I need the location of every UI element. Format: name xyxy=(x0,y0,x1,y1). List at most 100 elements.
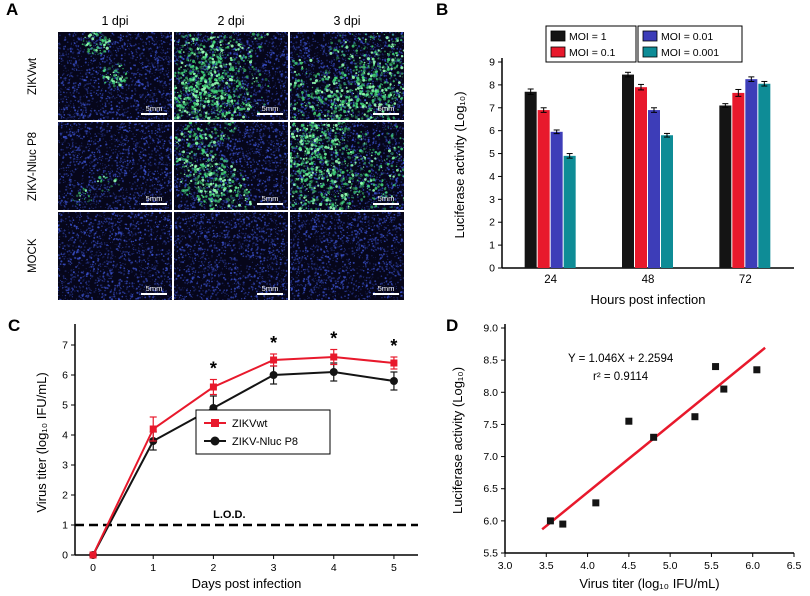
x-tick-label: 3.5 xyxy=(539,560,554,572)
lod-label: L.O.D. xyxy=(213,509,245,521)
data-marker xyxy=(329,368,338,376)
bar xyxy=(537,110,550,268)
y-tick-label: 6.0 xyxy=(483,515,498,527)
y-tick-label: 8.5 xyxy=(483,355,498,367)
data-point xyxy=(720,385,728,393)
data-marker xyxy=(270,356,278,364)
data-marker xyxy=(389,377,398,385)
x-axis-label: Days post infection xyxy=(192,576,302,591)
data-point xyxy=(625,417,633,425)
bar xyxy=(732,92,745,269)
legend-swatch xyxy=(642,30,658,42)
y-tick-label: 8 xyxy=(489,79,495,91)
y-tick-label: 0 xyxy=(62,550,68,562)
panel-a-corner xyxy=(10,8,56,30)
micrograph-nluc-1dpi xyxy=(58,122,172,210)
legend-label: ZIKVwt xyxy=(232,418,267,430)
bar xyxy=(661,135,673,268)
micrograph-mock-2dpi xyxy=(174,212,288,300)
series-line xyxy=(92,370,395,556)
panel-b: B MOI = 1 MOI = 0.1 MOI = 0.01 MOI = 0.001 0… xyxy=(430,0,810,314)
bar xyxy=(622,74,634,268)
line-chart-svg: 0 1 2 3 4 5 6 7 0 1 2 3 4 5 L.O.D. * * * * ZIKVwt ZIKV-Nluc … xyxy=(34,324,418,591)
y-tick-label: 5 xyxy=(489,148,495,160)
virus-titer-line-chart: 0 1 2 3 4 5 6 7 0 1 2 3 4 5 L.O.D. * * * * ZIKVwt ZIKV-Nluc … xyxy=(0,314,440,596)
bar xyxy=(719,105,732,268)
legend-marker xyxy=(211,419,219,427)
legend-swatch xyxy=(642,46,658,58)
col-header-3dpi: 3 dpi xyxy=(333,14,361,28)
data-marker xyxy=(269,371,278,379)
x-tick-label: 5.0 xyxy=(663,560,678,572)
legend-label: MOI = 0.1 xyxy=(569,47,616,59)
data-marker xyxy=(149,425,157,433)
data-point xyxy=(650,433,658,441)
y-tick-label: 9 xyxy=(489,57,495,69)
fit-equation: Y = 1.046X + 2.2594 xyxy=(568,353,674,365)
y-tick-label: 1 xyxy=(489,240,495,252)
legend-label: ZIKV-Nluc P8 xyxy=(232,436,298,448)
data-marker xyxy=(209,383,217,391)
x-tick-label: 48 xyxy=(642,274,655,286)
y-tick-label: 4 xyxy=(489,171,495,183)
bar xyxy=(648,110,660,268)
micrograph-zikvwt-3dpi xyxy=(290,32,404,120)
y-tick-label: 0 xyxy=(489,263,495,275)
col-header-1dpi: 1 dpi xyxy=(101,14,129,28)
bar xyxy=(550,131,563,268)
y-tick-label: 2 xyxy=(489,217,495,229)
micrograph-mock-3dpi xyxy=(290,212,404,300)
data-point xyxy=(712,363,720,371)
panel-c-label: C xyxy=(8,316,21,335)
legend-label: MOI = 1 xyxy=(569,31,607,43)
panel-d: D 5.5 6.0 6.5 7.0 7.5 8.0 8.5 9.0 3.0 3.5 4.0 4.5 5.… xyxy=(440,314,810,596)
y-tick-label: 2 xyxy=(62,490,68,502)
x-tick-label: 0 xyxy=(90,562,96,574)
panel-a-grid: 1 dpi 2 dpi 3 dpi ZIKVwt ZIKV-Nluc P8 MO… xyxy=(10,8,404,300)
y-axis-label: Virus titer (log₁₀ IFU/mL) xyxy=(34,372,49,512)
x-tick-label: 3 xyxy=(271,562,277,574)
luciferase-bar-chart: MOI = 1 MOI = 0.1 MOI = 0.01 MOI = 0.001 0 1 2… xyxy=(430,0,810,319)
bar-chart-svg: MOI = 1 MOI = 0.1 MOI = 0.01 MOI = 0.001 0 1 2… xyxy=(452,25,794,307)
y-axis-label: Luciferase activity (Log₁₀) xyxy=(452,91,467,238)
fit-r-squared: r² = 0.9114 xyxy=(593,371,649,383)
x-tick-label: 72 xyxy=(739,274,752,286)
data-point xyxy=(753,366,761,374)
data-marker xyxy=(89,551,97,559)
data-point xyxy=(546,517,554,525)
bar xyxy=(635,87,647,268)
x-tick-label: 1 xyxy=(150,562,156,574)
x-tick-label: 2 xyxy=(210,562,216,574)
x-tick-label: 4 xyxy=(331,562,337,574)
significance-asterisk: * xyxy=(270,333,277,353)
y-tick-label: 7 xyxy=(62,340,68,352)
x-tick-label: 5 xyxy=(391,562,397,574)
x-axis-label: Hours post infection xyxy=(591,292,706,307)
y-tick-label: 9.0 xyxy=(483,323,498,335)
panel-c: C 0 1 2 3 4 5 6 7 0 1 2 3 4 5 L.O.D. * * * * ZIKVwt ZIKV-Nlu… xyxy=(0,314,440,596)
x-tick-label: 4.5 xyxy=(622,560,637,572)
data-marker xyxy=(390,359,398,367)
x-tick-label: 3.0 xyxy=(498,560,513,572)
y-tick-label: 8.0 xyxy=(483,387,498,399)
row-label-zikvwt: ZIKVwt xyxy=(27,57,39,95)
scatter-chart-svg: 5.5 6.0 6.5 7.0 7.5 8.0 8.5 9.0 3.0 3.5 4.0 4.5 5.0 5… xyxy=(450,323,801,592)
x-tick-label: 4.0 xyxy=(580,560,595,572)
data-point xyxy=(559,520,567,528)
legend-label: MOI = 0.01 xyxy=(661,31,713,43)
data-marker xyxy=(330,353,338,361)
legend-box xyxy=(195,409,331,455)
data-point xyxy=(691,413,699,421)
x-tick-label: 5.5 xyxy=(704,560,719,572)
y-tick-label: 5.5 xyxy=(483,548,498,560)
series-line xyxy=(92,355,395,556)
y-tick-label: 4 xyxy=(62,430,68,442)
y-tick-label: 5 xyxy=(62,400,68,412)
panel-d-label: D xyxy=(446,316,459,335)
legend-marker xyxy=(210,436,220,446)
y-tick-label: 7.0 xyxy=(483,451,498,463)
panel-b-label: B xyxy=(436,0,449,19)
significance-asterisk: * xyxy=(210,359,217,379)
y-axis-label: Luciferase activity (Log₁₀) xyxy=(450,367,465,514)
